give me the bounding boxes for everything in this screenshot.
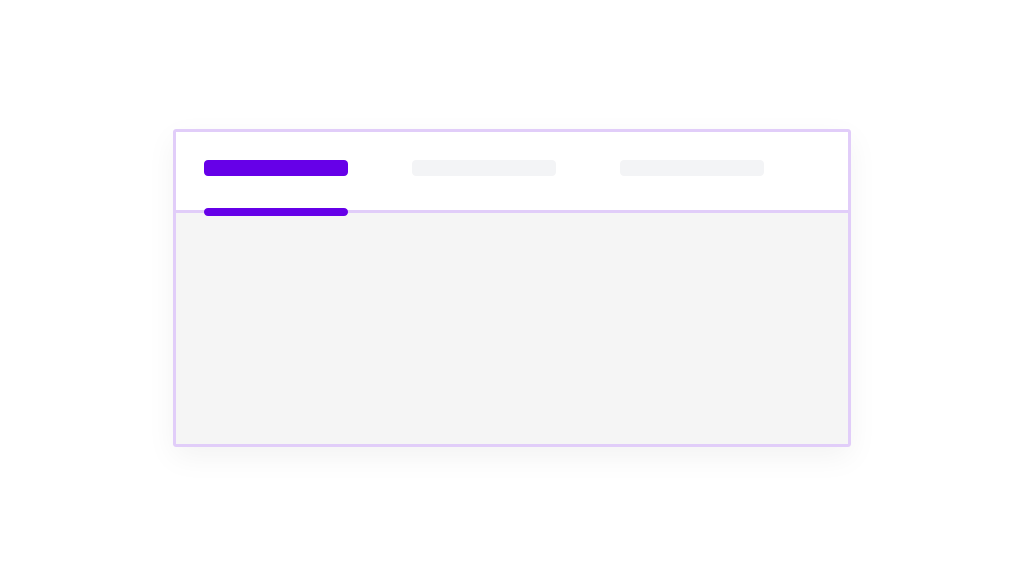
active-tab-indicator <box>204 208 348 216</box>
tab-1-placeholder[interactable] <box>204 160 348 176</box>
tab-3-placeholder[interactable] <box>620 160 764 176</box>
tab-panel-content <box>176 213 848 444</box>
tab-bar <box>176 132 848 213</box>
tab-2-placeholder[interactable] <box>412 160 556 176</box>
tabs-component <box>173 129 851 447</box>
